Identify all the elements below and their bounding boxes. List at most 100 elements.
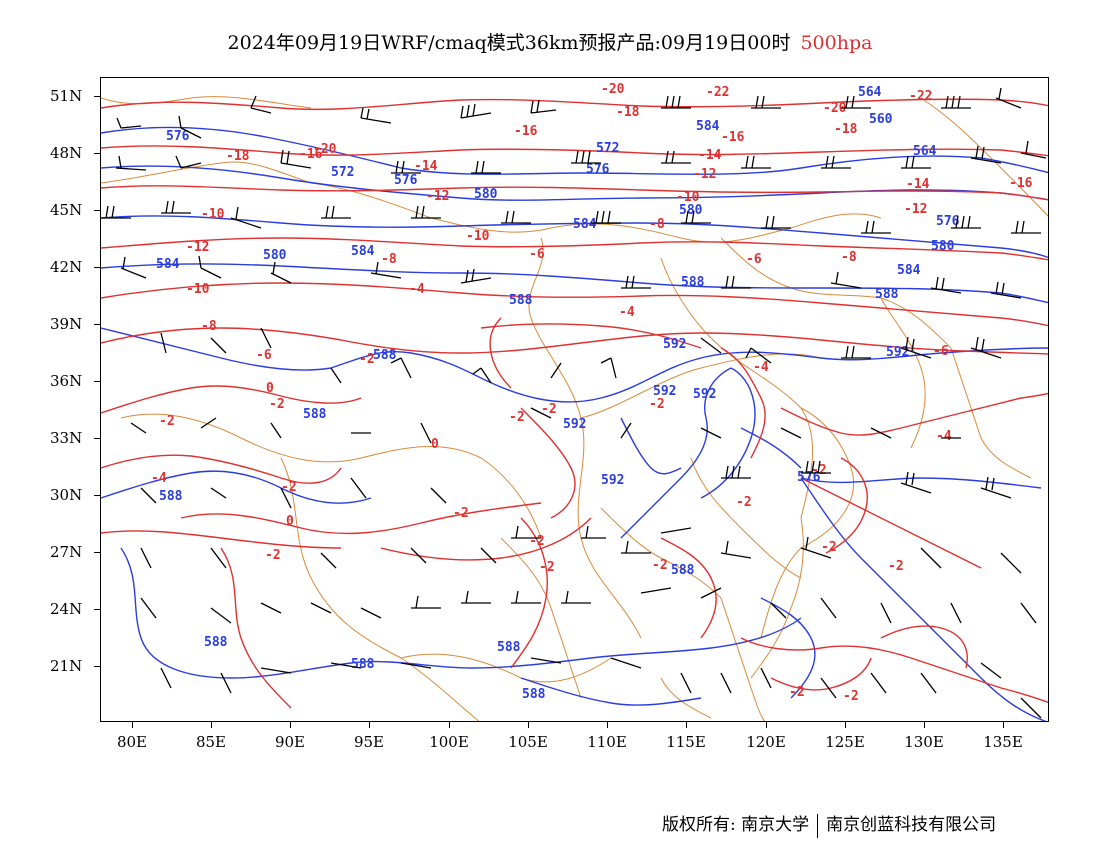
temperature-label: -2 <box>888 559 904 574</box>
temperature-label: -2 <box>736 495 752 510</box>
lat-tick <box>94 267 100 268</box>
temperature-label: -2 <box>453 506 469 521</box>
weather-map: 576 572 576 580 580 584 564 560 572 576 … <box>100 77 1049 722</box>
lon-label: 85E <box>195 733 227 751</box>
wind-barb <box>870 427 892 439</box>
lat-label: 33N <box>50 429 83 447</box>
wind-barb <box>780 427 802 439</box>
lat-tick <box>94 666 100 667</box>
wind-barb <box>610 657 642 669</box>
height-label: 588 <box>497 640 521 655</box>
lat-tick <box>94 153 100 154</box>
wind-barb <box>430 487 447 504</box>
height-label: 588 <box>522 687 546 702</box>
lon-label: 105E <box>508 733 548 751</box>
height-label: 576 <box>166 129 190 144</box>
height-label: 588 <box>681 275 705 290</box>
wind-barb <box>330 367 342 384</box>
temperature-label: -12 <box>186 240 209 255</box>
temperature-label: -2 <box>789 685 805 700</box>
lat-label: 39N <box>50 315 83 333</box>
wind-barb <box>391 160 421 174</box>
wind-barb <box>990 281 1022 299</box>
temperature-label: -10 <box>466 229 490 244</box>
lat-label: 36N <box>50 372 83 390</box>
wind-barb <box>130 422 147 434</box>
lat-label: 45N <box>50 201 83 219</box>
wind-barb <box>260 327 272 349</box>
wind-barb <box>620 422 632 439</box>
temperature-label: -20 <box>601 82 625 97</box>
temperature-label: -18 <box>616 105 640 120</box>
temperature-label: -2 <box>359 352 375 367</box>
wind-barb <box>930 276 962 294</box>
wind-barb <box>411 205 441 219</box>
height-label: 584 <box>573 217 597 232</box>
wind-barb <box>101 205 131 219</box>
lon-label: 130E <box>904 733 944 751</box>
lon-tick <box>1003 722 1004 728</box>
lon-label: 100E <box>429 733 469 751</box>
map-canvas: 576 572 576 580 580 584 564 560 572 576 … <box>101 82 1048 721</box>
copyright-text: 版权所有: 南京大学 <box>662 815 810 835</box>
wind-barb <box>900 336 932 359</box>
height-label: 592 <box>663 337 686 352</box>
wind-barb <box>210 547 227 569</box>
height-label: 588 <box>204 635 228 650</box>
temperature-label: -12 <box>693 167 716 182</box>
wind-barb <box>980 476 1012 499</box>
wind-barb <box>950 602 962 624</box>
wind-barb <box>210 607 232 624</box>
wind-barb <box>280 487 292 509</box>
wind-barb <box>801 460 831 474</box>
lon-label: 80E <box>116 733 148 751</box>
temperature-label: -2 <box>649 397 665 412</box>
height-label: 580 <box>679 203 703 218</box>
lon-tick <box>290 722 291 728</box>
wind-barb <box>310 602 332 614</box>
lon-tick <box>607 722 608 728</box>
temperature-label: -12 <box>904 202 927 217</box>
boundary-lines <box>101 96 1048 721</box>
wind-barb <box>410 547 427 564</box>
wind-barb <box>160 667 172 689</box>
wind-barb <box>745 347 772 364</box>
lat-label: 30N <box>50 486 83 504</box>
temperature-label: -4 <box>151 471 167 486</box>
height-label: 564 <box>913 144 937 159</box>
temperature-label: -22 <box>909 89 932 104</box>
lon-label: 110E <box>587 733 627 751</box>
temperature-label: -16 <box>721 130 745 145</box>
lon-tick <box>132 722 133 728</box>
temperature-label: -20 <box>823 101 847 116</box>
temperature-label: -2 <box>159 414 175 429</box>
temperature-label: -2 <box>265 548 281 563</box>
lat-tick <box>94 96 100 97</box>
wind-barb <box>471 160 501 174</box>
title-level: 500hpa <box>800 32 873 54</box>
wind-barb <box>720 672 732 694</box>
footer-separator <box>817 813 819 838</box>
temperature-label: -14 <box>414 159 438 174</box>
height-label: 588 <box>351 657 375 672</box>
height-label: 588 <box>509 293 533 308</box>
temperature-label: -16 <box>514 124 538 139</box>
wind-barb <box>1000 552 1022 574</box>
wind-barb <box>116 117 142 129</box>
wind-barb <box>1020 697 1042 719</box>
temperature-label: -8 <box>381 252 397 267</box>
height-label: 572 <box>331 165 354 180</box>
height-label: 580 <box>931 239 955 254</box>
wind-barb <box>260 602 282 614</box>
wind-barb <box>270 422 282 439</box>
wind-barb <box>820 677 837 699</box>
temperature-label: 0 <box>286 514 294 529</box>
wind-barb <box>751 95 781 109</box>
lon-label: 125E <box>825 733 865 751</box>
lat-tick <box>94 495 100 496</box>
height-label: 584 <box>156 257 180 272</box>
temperature-label: -18 <box>226 149 250 164</box>
height-label: 592 <box>693 387 716 402</box>
lon-tick <box>686 722 687 728</box>
wind-barb <box>830 271 862 289</box>
